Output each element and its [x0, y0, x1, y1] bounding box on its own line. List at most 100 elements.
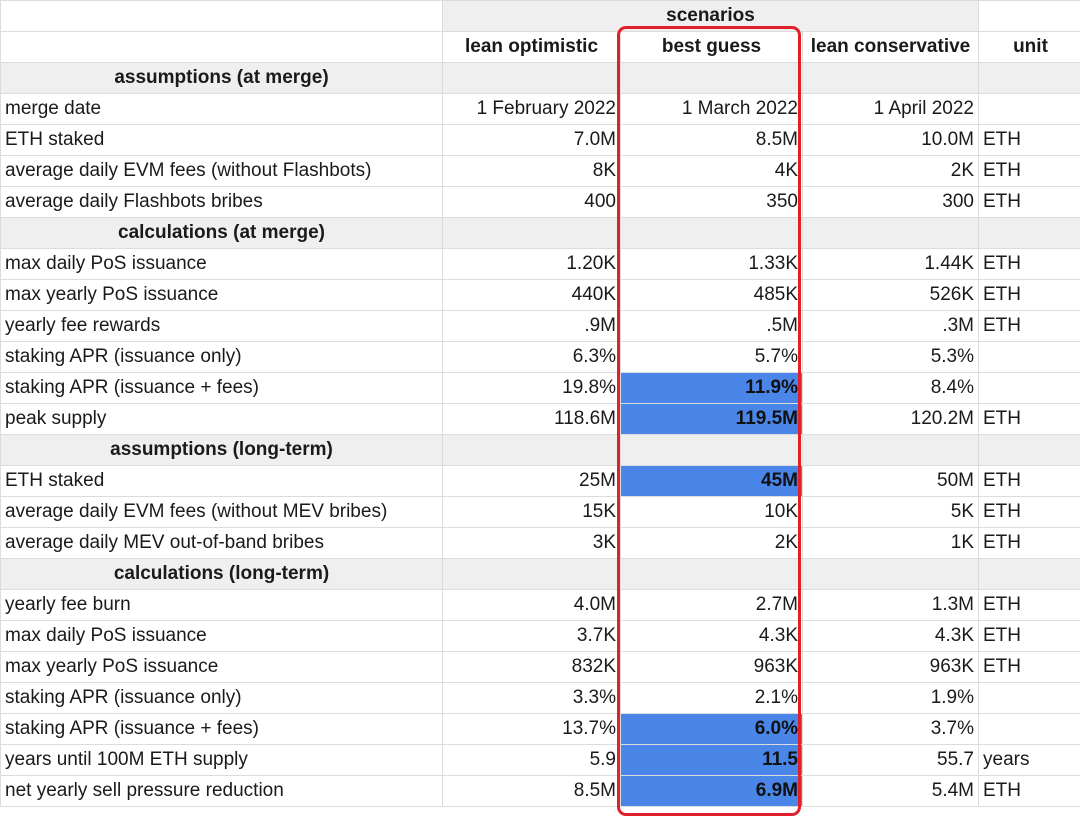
row-label-cell[interactable]: max daily PoS issuance [1, 249, 443, 280]
best-guess-cell[interactable]: 11.9% [621, 373, 803, 404]
lean-optimistic-cell[interactable]: 25M [443, 466, 621, 497]
section-title[interactable]: assumptions (at merge) [1, 63, 443, 94]
col-header-lean-optimistic[interactable]: lean optimistic [443, 32, 621, 63]
lean-optimistic-cell[interactable]: 5.9 [443, 745, 621, 776]
lean-optimistic-cell[interactable]: 400 [443, 187, 621, 218]
best-guess-cell[interactable]: 2.7M [621, 590, 803, 621]
lean-optimistic-cell[interactable]: 1 February 2022 [443, 94, 621, 125]
unit-cell[interactable]: ETH [979, 528, 1080, 559]
row-label-cell[interactable]: average daily MEV out-of-band bribes [1, 528, 443, 559]
lean-optimistic-cell[interactable]: 4.0M [443, 590, 621, 621]
lean-conservative-cell[interactable]: 10.0M [803, 125, 979, 156]
lean-conservative-cell[interactable]: 1K [803, 528, 979, 559]
lean-optimistic-cell[interactable]: 118.6M [443, 404, 621, 435]
section-empty-cell[interactable] [803, 63, 979, 94]
lean-optimistic-cell[interactable]: 6.3% [443, 342, 621, 373]
empty-cell[interactable] [1, 32, 443, 63]
row-label-cell[interactable]: average daily Flashbots bribes [1, 187, 443, 218]
row-label-cell[interactable]: average daily EVM fees (without Flashbot… [1, 156, 443, 187]
lean-optimistic-cell[interactable]: 13.7% [443, 714, 621, 745]
section-empty-cell[interactable] [621, 435, 803, 466]
row-label-cell[interactable]: max yearly PoS issuance [1, 280, 443, 311]
best-guess-cell[interactable]: 6.9M [621, 776, 803, 807]
unit-cell[interactable] [979, 714, 1080, 745]
unit-cell[interactable]: ETH [979, 249, 1080, 280]
best-guess-cell[interactable]: 45M [621, 466, 803, 497]
best-guess-cell[interactable]: 4K [621, 156, 803, 187]
row-label-cell[interactable]: average daily EVM fees (without MEV brib… [1, 497, 443, 528]
lean-conservative-cell[interactable]: 50M [803, 466, 979, 497]
unit-cell[interactable] [979, 342, 1080, 373]
unit-cell[interactable]: ETH [979, 156, 1080, 187]
section-title[interactable]: calculations (long-term) [1, 559, 443, 590]
unit-cell[interactable]: ETH [979, 497, 1080, 528]
section-empty-cell[interactable] [621, 63, 803, 94]
lean-optimistic-cell[interactable]: 8K [443, 156, 621, 187]
best-guess-cell[interactable]: 5.7% [621, 342, 803, 373]
best-guess-cell[interactable]: 10K [621, 497, 803, 528]
empty-cell[interactable] [979, 1, 1080, 32]
best-guess-cell[interactable]: 963K [621, 652, 803, 683]
unit-cell[interactable] [979, 683, 1080, 714]
unit-cell[interactable]: ETH [979, 187, 1080, 218]
lean-conservative-cell[interactable]: 5.4M [803, 776, 979, 807]
best-guess-cell[interactable]: 1.33K [621, 249, 803, 280]
unit-cell[interactable]: ETH [979, 776, 1080, 807]
section-empty-cell[interactable] [443, 559, 621, 590]
lean-conservative-cell[interactable]: 1 April 2022 [803, 94, 979, 125]
best-guess-cell[interactable]: 1 March 2022 [621, 94, 803, 125]
section-empty-cell[interactable] [803, 218, 979, 249]
lean-conservative-cell[interactable]: 1.9% [803, 683, 979, 714]
lean-optimistic-cell[interactable]: 8.5M [443, 776, 621, 807]
lean-optimistic-cell[interactable]: .9M [443, 311, 621, 342]
unit-cell[interactable]: ETH [979, 466, 1080, 497]
unit-cell[interactable]: ETH [979, 621, 1080, 652]
section-title[interactable]: calculations (at merge) [1, 218, 443, 249]
section-empty-cell[interactable] [621, 559, 803, 590]
unit-cell[interactable] [979, 373, 1080, 404]
row-label-cell[interactable]: peak supply [1, 404, 443, 435]
section-empty-cell[interactable] [979, 218, 1080, 249]
lean-conservative-cell[interactable]: 3.7% [803, 714, 979, 745]
section-empty-cell[interactable] [979, 559, 1080, 590]
row-label-cell[interactable]: max yearly PoS issuance [1, 652, 443, 683]
section-empty-cell[interactable] [443, 63, 621, 94]
section-empty-cell[interactable] [621, 218, 803, 249]
row-label-cell[interactable]: net yearly sell pressure reduction [1, 776, 443, 807]
best-guess-cell[interactable]: 4.3K [621, 621, 803, 652]
section-empty-cell[interactable] [443, 218, 621, 249]
lean-optimistic-cell[interactable]: 3K [443, 528, 621, 559]
section-empty-cell[interactable] [803, 559, 979, 590]
row-label-cell[interactable]: merge date [1, 94, 443, 125]
row-label-cell[interactable]: staking APR (issuance only) [1, 342, 443, 373]
best-guess-cell[interactable]: 350 [621, 187, 803, 218]
lean-conservative-cell[interactable]: 5.3% [803, 342, 979, 373]
lean-optimistic-cell[interactable]: 19.8% [443, 373, 621, 404]
section-empty-cell[interactable] [803, 435, 979, 466]
lean-conservative-cell[interactable]: 1.44K [803, 249, 979, 280]
unit-cell[interactable]: ETH [979, 280, 1080, 311]
best-guess-cell[interactable]: 485K [621, 280, 803, 311]
best-guess-cell[interactable]: 119.5M [621, 404, 803, 435]
lean-optimistic-cell[interactable]: 440K [443, 280, 621, 311]
lean-conservative-cell[interactable]: 5K [803, 497, 979, 528]
row-label-cell[interactable]: ETH staked [1, 125, 443, 156]
best-guess-cell[interactable]: 2K [621, 528, 803, 559]
lean-conservative-cell[interactable]: 2K [803, 156, 979, 187]
lean-conservative-cell[interactable]: 120.2M [803, 404, 979, 435]
row-label-cell[interactable]: max daily PoS issuance [1, 621, 443, 652]
col-header-lean-conservative[interactable]: lean conservative [803, 32, 979, 63]
lean-optimistic-cell[interactable]: 3.7K [443, 621, 621, 652]
best-guess-cell[interactable]: 8.5M [621, 125, 803, 156]
best-guess-cell[interactable]: 6.0% [621, 714, 803, 745]
lean-conservative-cell[interactable]: 8.4% [803, 373, 979, 404]
col-header-unit[interactable]: unit [979, 32, 1080, 63]
col-header-best-guess[interactable]: best guess [621, 32, 803, 63]
unit-cell[interactable]: ETH [979, 652, 1080, 683]
row-label-cell[interactable]: yearly fee burn [1, 590, 443, 621]
best-guess-cell[interactable]: 2.1% [621, 683, 803, 714]
empty-cell[interactable] [1, 1, 443, 32]
unit-cell[interactable] [979, 94, 1080, 125]
row-label-cell[interactable]: staking APR (issuance + fees) [1, 714, 443, 745]
lean-optimistic-cell[interactable]: 7.0M [443, 125, 621, 156]
